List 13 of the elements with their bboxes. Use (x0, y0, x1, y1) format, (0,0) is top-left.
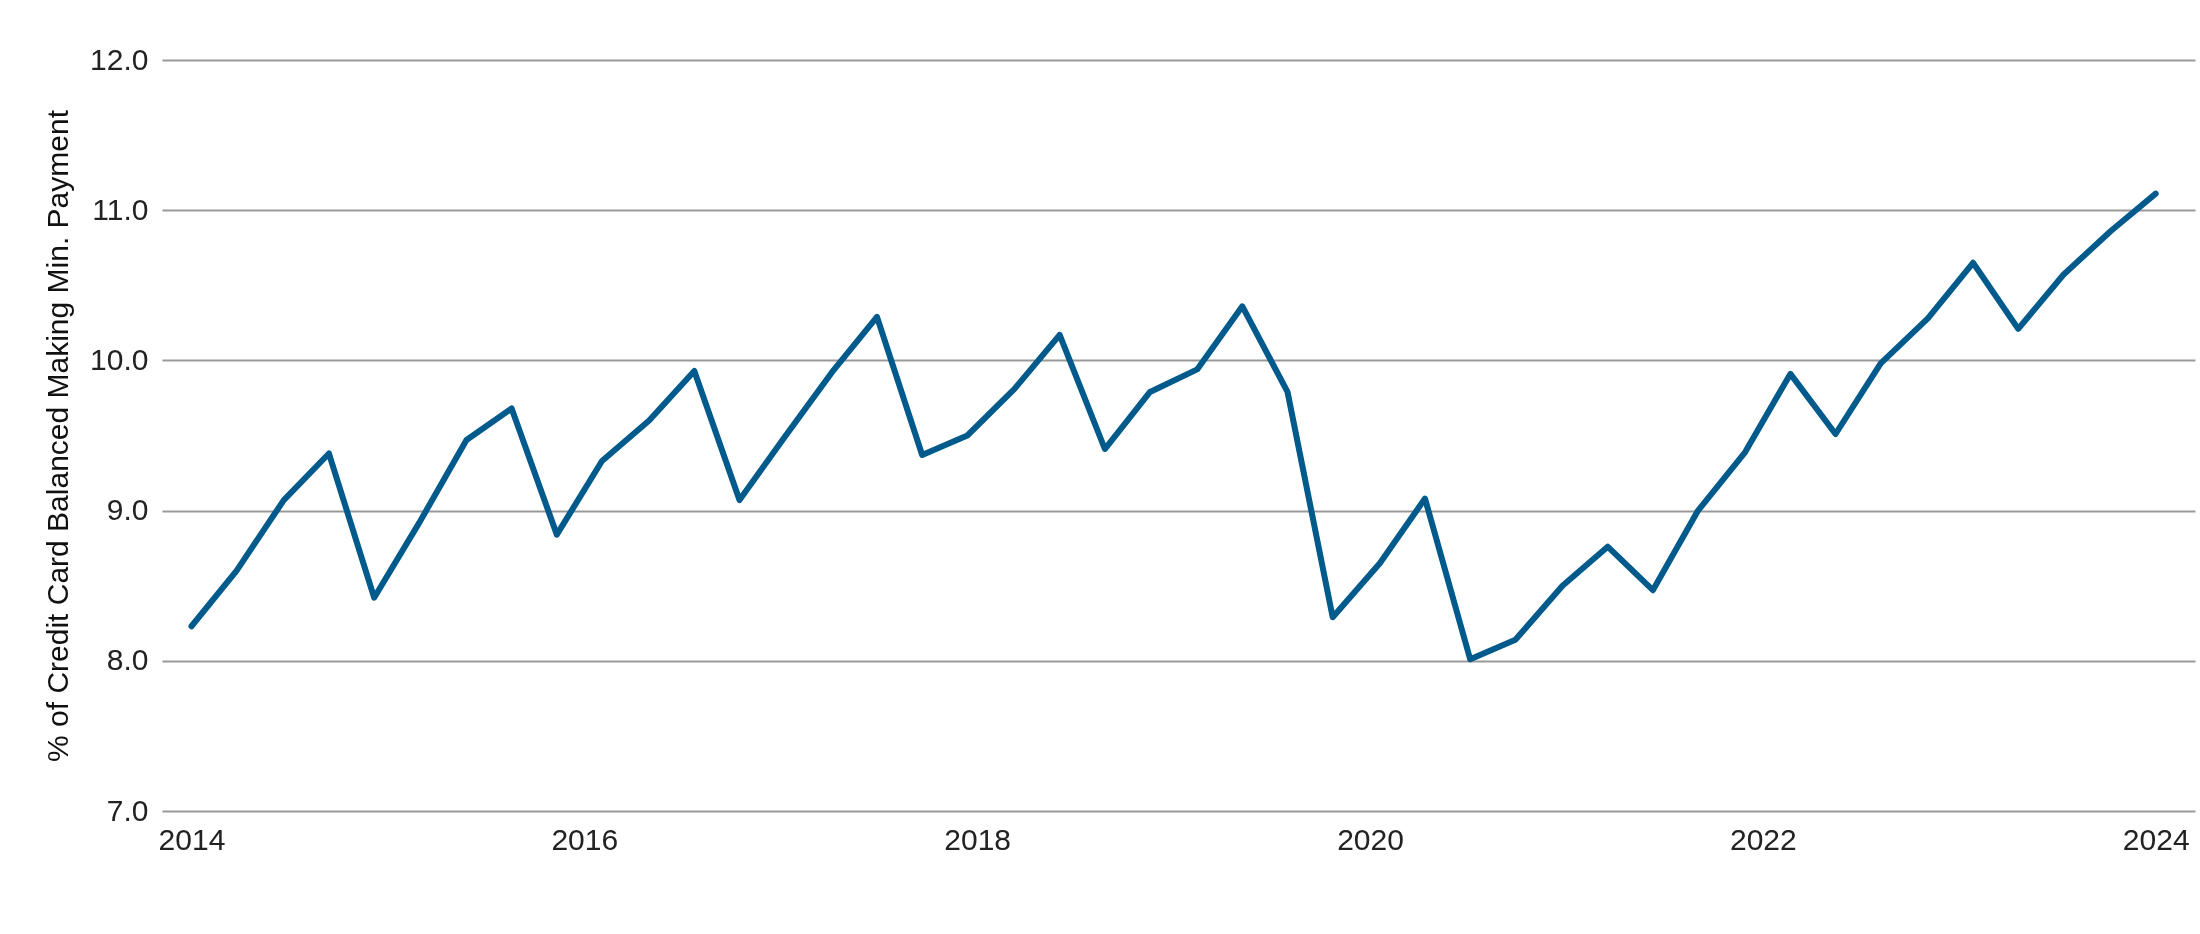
y-tick-label: 9.0 (106, 493, 149, 527)
y-tick-label: 7.0 (106, 793, 149, 827)
x-tick-label: 2018 (944, 822, 1012, 856)
y-tick-label: 11.0 (92, 192, 149, 226)
x-tick-label: 2014 (158, 822, 226, 856)
x-tick-label: 2024 (2122, 822, 2190, 856)
x-tick-label: 2022 (1729, 822, 1797, 856)
y-tick-label: 10.0 (90, 342, 149, 376)
y-tick-label: 12.0 (90, 42, 149, 76)
x-tick-label: 2020 (1337, 822, 1404, 856)
y-tick-label: 8.0 (106, 643, 149, 677)
y-axis-title: % of Credit Card Balanced Making Min. Payment (41, 109, 75, 762)
x-tick-label: 2016 (551, 822, 619, 856)
